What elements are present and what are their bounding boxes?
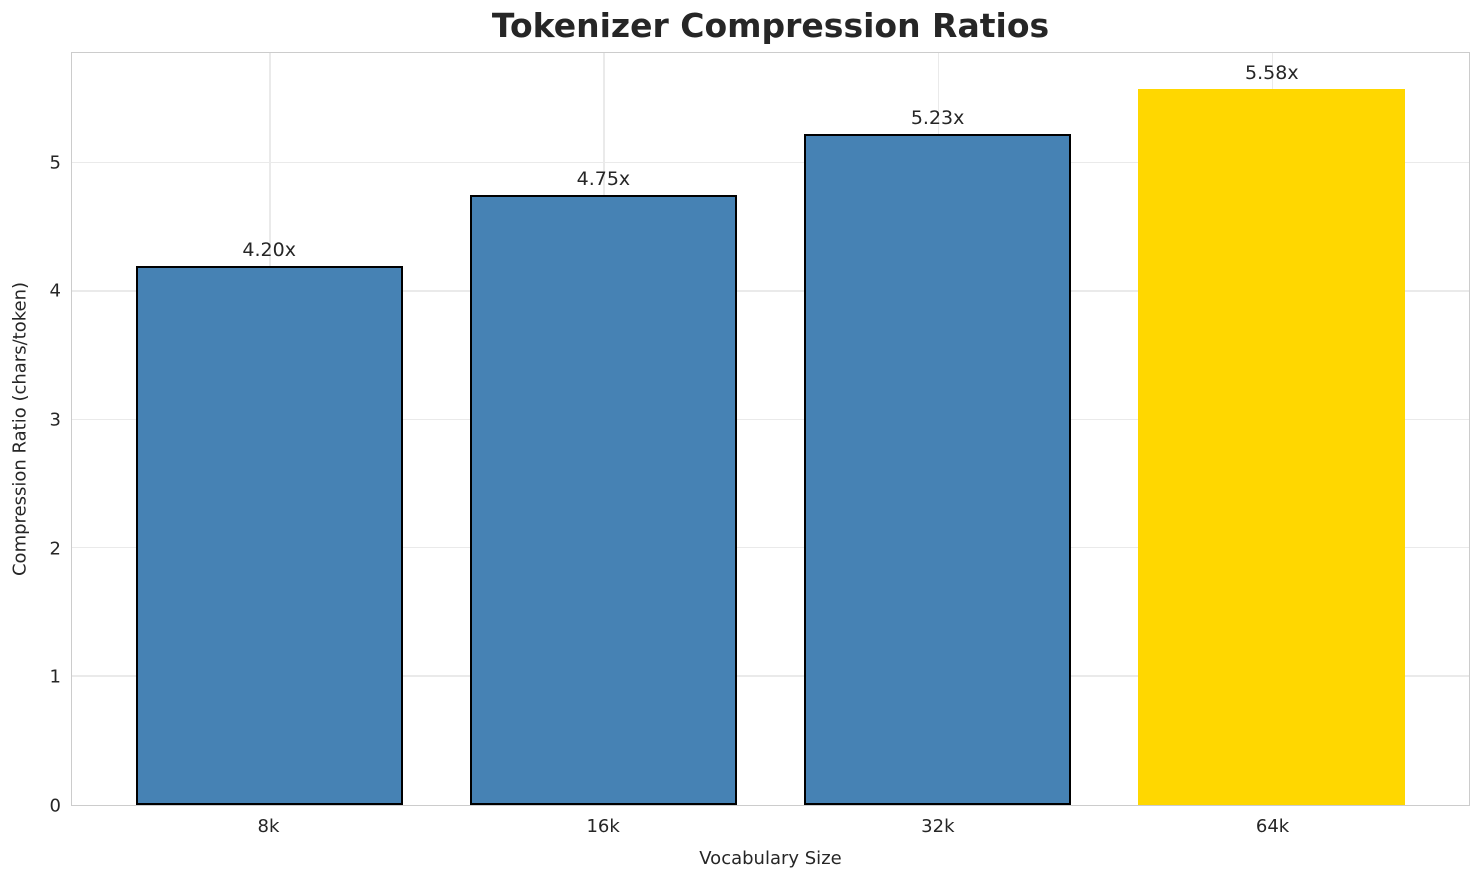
- x-axis-tick-labels: 8k 16k 32k 64k: [71, 816, 1470, 842]
- y-tick-1: 1: [49, 666, 61, 688]
- plot-area: 4.20x 4.75x 5.23x 5.58x: [71, 52, 1470, 806]
- bar-value-label-32k: 5.23x: [910, 106, 965, 129]
- y-tick-5: 5: [49, 152, 61, 174]
- y-tick-4: 4: [49, 280, 61, 302]
- y-tick-0: 0: [49, 795, 61, 817]
- x-tick-8k: 8k: [257, 816, 280, 837]
- y-tick-2: 2: [49, 538, 61, 560]
- bar-64k: [1138, 88, 1406, 805]
- x-tick-64k: 64k: [1255, 816, 1290, 837]
- x-tick-16k: 16k: [586, 816, 620, 837]
- y-tick-3: 3: [49, 409, 61, 431]
- y-axis-tick-labels: 0 1 2 3 4 5: [0, 52, 61, 816]
- h-gridline-1: [72, 675, 1469, 677]
- x-axis-label: Vocabulary Size: [699, 848, 842, 869]
- y-axis-label: Compression Ratio (chars/token): [9, 281, 31, 577]
- h-gridline-3: [72, 418, 1469, 421]
- bar-value-label-16k: 4.75x: [576, 168, 631, 191]
- chart-title: Tokenizer Compression Ratios: [491, 6, 1050, 45]
- h-gridline-4: [72, 290, 1469, 292]
- bar-value-label-64k: 5.58x: [1245, 61, 1299, 84]
- bar-8k: [135, 266, 403, 805]
- bar-16k: [469, 195, 738, 805]
- h-gridline-5: [72, 161, 1469, 164]
- bar-value-label-8k: 4.20x: [242, 239, 296, 262]
- x-tick-32k: 32k: [921, 816, 955, 837]
- h-gridline-2: [72, 546, 1469, 549]
- bar-32k: [803, 133, 1072, 805]
